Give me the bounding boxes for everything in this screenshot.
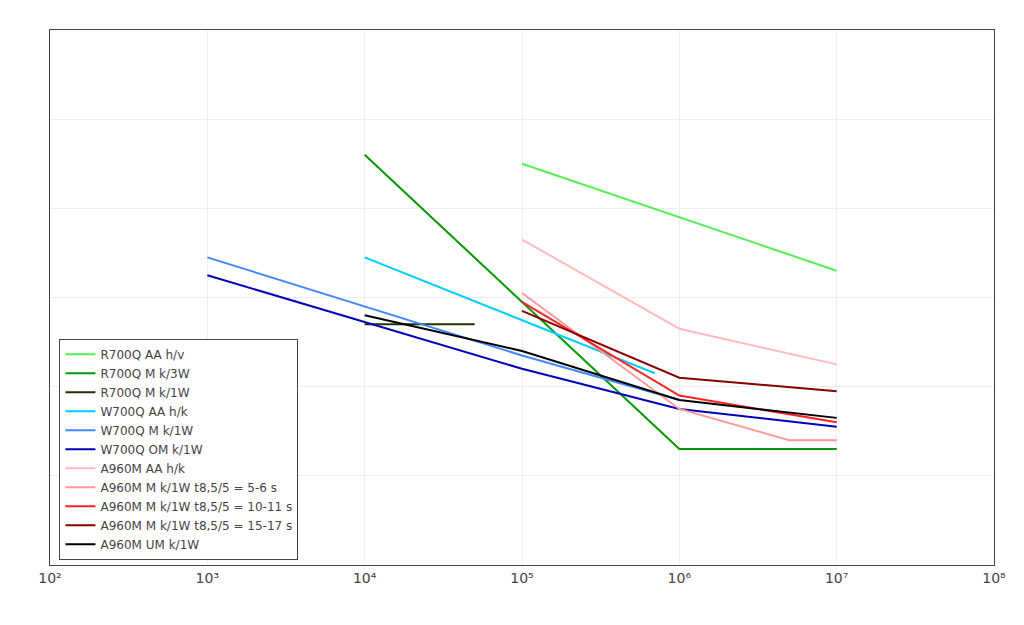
- svg-text:R700Q M k/1W: R700Q M k/1W: [100, 386, 189, 400]
- svg-text:10⁶: 10⁶: [668, 570, 692, 586]
- svg-text:R700Q AA h/v: R700Q AA h/v: [100, 348, 184, 362]
- svg-text:10²: 10²: [38, 570, 61, 586]
- svg-text:10⁸: 10⁸: [982, 570, 1006, 586]
- svg-text:R700Q M k/3W: R700Q M k/3W: [100, 367, 189, 381]
- svg-text:10⁴: 10⁴: [353, 570, 377, 586]
- svg-text:A960M M k/1W t8,5/5 = 15-17 s: A960M M k/1W t8,5/5 = 15-17 s: [100, 519, 292, 533]
- svg-text:A960M AA h/k: A960M AA h/k: [100, 462, 184, 476]
- svg-text:10⁵: 10⁵: [510, 570, 533, 586]
- svg-text:W700Q M k/1W: W700Q M k/1W: [100, 424, 193, 438]
- svg-text:10³: 10³: [196, 570, 219, 586]
- svg-text:A960M M k/1W t8,5/5 = 10-11 s: A960M M k/1W t8,5/5 = 10-11 s: [100, 500, 292, 514]
- svg-text:A960M UM k/1W: A960M UM k/1W: [100, 538, 199, 552]
- svg-text:W700Q OM k/1W: W700Q OM k/1W: [100, 443, 202, 457]
- svg-text:W700Q AA h/k: W700Q AA h/k: [100, 405, 187, 419]
- svg-text:A960M M k/1W t8,5/5 = 5-6 s: A960M M k/1W t8,5/5 = 5-6 s: [100, 481, 277, 495]
- svg-text:10⁷: 10⁷: [825, 570, 848, 586]
